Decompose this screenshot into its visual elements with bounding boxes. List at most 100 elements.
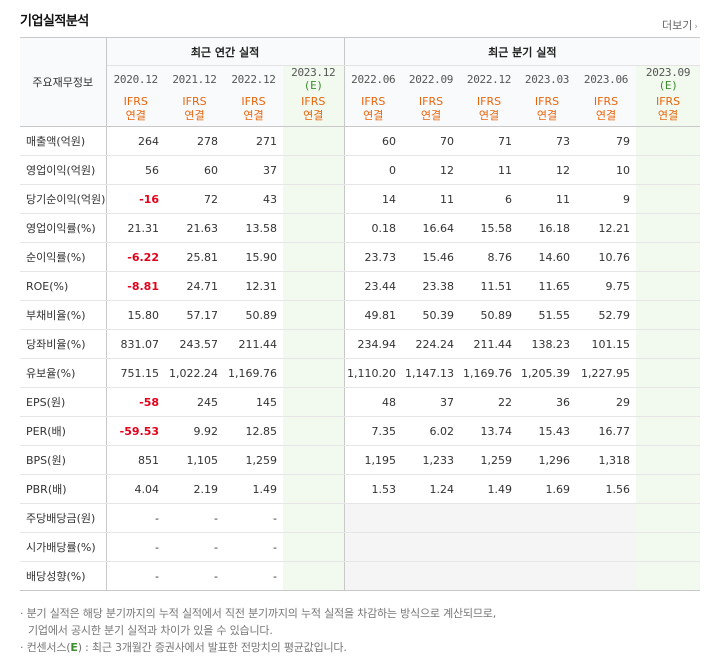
table-row: EPS(원) -58 245 145 48 37 22 36 29 (20, 387, 701, 417)
annual-value: 4.04 (106, 474, 165, 504)
quarter-value: 15.58 (460, 213, 519, 243)
quarter-value: 50.89 (460, 300, 519, 330)
annual-value: 12.85 (224, 416, 283, 446)
quarter-value (636, 387, 701, 417)
annual-value: 25.81 (165, 242, 224, 272)
basis-consolidated: 연결 (184, 109, 205, 122)
row-label: 영업이익률(%) (20, 213, 107, 243)
quarter-value: 79 (576, 126, 637, 156)
quarter-value: 11.65 (518, 271, 577, 301)
annual-value (283, 329, 345, 359)
annual-period-3: 2023.12 (E) (283, 65, 345, 92)
annual-value (283, 155, 345, 185)
table-row: 순이익률(%) -6.22 25.81 15.90 23.73 15.46 8.76 14.6… (20, 242, 701, 272)
quarter-value: 8.76 (460, 242, 519, 272)
basis-consolidated: 연결 (363, 109, 384, 122)
annual-value (283, 561, 345, 591)
quarter-value: 1.56 (576, 474, 637, 504)
row-label: 당기순이익(억원) (20, 184, 107, 214)
quarter-value (636, 242, 701, 272)
row-label: ROE(%) (20, 271, 107, 301)
quarter-header: 최근 분기 실적 (344, 37, 701, 66)
annual-value (283, 445, 345, 475)
table-row: 당기순이익(억원) -16 72 43 14 11 6 11 9 (20, 184, 701, 214)
annual-value: 21.63 (165, 213, 224, 243)
quarter-value: 1,195 (344, 445, 403, 475)
annual-value (283, 532, 345, 562)
basis-ifrs: IFRS (301, 95, 326, 108)
basis-consolidated: 연결 (303, 109, 324, 122)
quarter-value (576, 561, 637, 591)
basis-ifrs: IFRS (593, 95, 619, 108)
quarter-value: 12 (518, 155, 577, 185)
quarter-value: 14.60 (518, 242, 577, 272)
table-row: BPS(원) 851 1,105 1,259 1,195 1,233 1,259 1,296 1… (20, 445, 701, 475)
quarter-value: 51.55 (518, 300, 577, 330)
basis-label: IFRS 연결 (224, 92, 283, 127)
estimate-mark: (E) (303, 79, 323, 92)
quarter-value: 7.35 (344, 416, 403, 446)
table-row: 유보율(%) 751.15 1,022.24 1,169.76 1,110.20 1,14… (20, 358, 701, 388)
annual-value: - (165, 532, 224, 562)
annual-value: 211.44 (224, 329, 283, 359)
quarter-value: 52.79 (576, 300, 637, 330)
annual-value: - (224, 532, 283, 562)
quarter-period-4: 2023.06 (576, 65, 637, 92)
basis-label: IFRS 연결 (460, 92, 519, 127)
quarter-value: 6.02 (402, 416, 461, 446)
quarter-value (636, 445, 701, 475)
quarter-value (636, 474, 701, 504)
row-label: EPS(원) (20, 387, 107, 417)
quarter-value: 15.46 (402, 242, 461, 272)
annual-value: 751.15 (106, 358, 165, 388)
annual-value: 72 (165, 184, 224, 214)
quarter-value: 6 (460, 184, 519, 214)
quarter-value: 9 (576, 184, 637, 214)
quarter-value (636, 561, 701, 591)
annual-value: - (224, 561, 283, 591)
quarter-value (576, 503, 637, 533)
annual-value (283, 474, 345, 504)
quarter-value: 23.44 (344, 271, 403, 301)
annual-value: 50.89 (224, 300, 283, 330)
quarter-value: 13.74 (460, 416, 519, 446)
basis-label: IFRS 연결 (518, 92, 577, 127)
annual-value: 15.80 (106, 300, 165, 330)
basis-label: IFRS 연결 (402, 92, 461, 127)
note-1: · 분기 실적은 해당 분기까지의 누적 실적에서 직전 분기까지의 누적 실적… (20, 607, 497, 620)
row-label: 매출액(억원) (20, 126, 107, 156)
more-label: 더보기 (662, 19, 693, 32)
corner-label: 주요재무정보 (20, 37, 107, 127)
annual-value: - (224, 503, 283, 533)
quarter-value: 1,205.39 (518, 358, 577, 388)
quarter-period-0: 2022.06 (344, 65, 403, 92)
table-row: 배당성향(%) - - - (20, 561, 701, 591)
quarter-value (636, 416, 701, 446)
quarter-value: 1,147.13 (402, 358, 461, 388)
quarter-value: 0 (344, 155, 403, 185)
annual-value: 1,105 (165, 445, 224, 475)
quarter-value (636, 300, 701, 330)
annual-value: 57.17 (165, 300, 224, 330)
annual-value: 12.31 (224, 271, 283, 301)
quarter-value: 48 (344, 387, 403, 417)
annual-value (283, 242, 345, 272)
annual-value: 24.71 (165, 271, 224, 301)
quarter-value (402, 561, 461, 591)
chevron-right-icon: › (694, 22, 698, 32)
quarter-value: 60 (344, 126, 403, 156)
annual-period-2: 2022.12 (224, 65, 283, 92)
basis-ifrs: IFRS (476, 95, 502, 108)
more-link[interactable]: 더보기 › (662, 17, 698, 33)
quarter-value: 1,227.95 (576, 358, 637, 388)
basis-consolidated: 연결 (657, 109, 679, 122)
annual-value (283, 416, 345, 446)
quarter-value: 16.18 (518, 213, 577, 243)
table-row: PER(배) -59.53 9.92 12.85 7.35 6.02 13.74 15.43 1… (20, 416, 701, 446)
quarter-value: 1,296 (518, 445, 577, 475)
quarter-value (636, 503, 701, 533)
quarter-value (344, 532, 403, 562)
quarter-value: 211.44 (460, 329, 519, 359)
quarter-value: 29 (576, 387, 637, 417)
annual-value: 264 (106, 126, 165, 156)
